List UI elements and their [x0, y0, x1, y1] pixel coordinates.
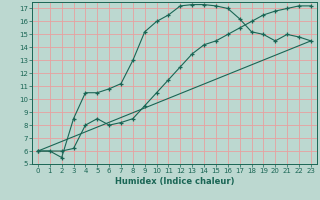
X-axis label: Humidex (Indice chaleur): Humidex (Indice chaleur): [115, 177, 234, 186]
